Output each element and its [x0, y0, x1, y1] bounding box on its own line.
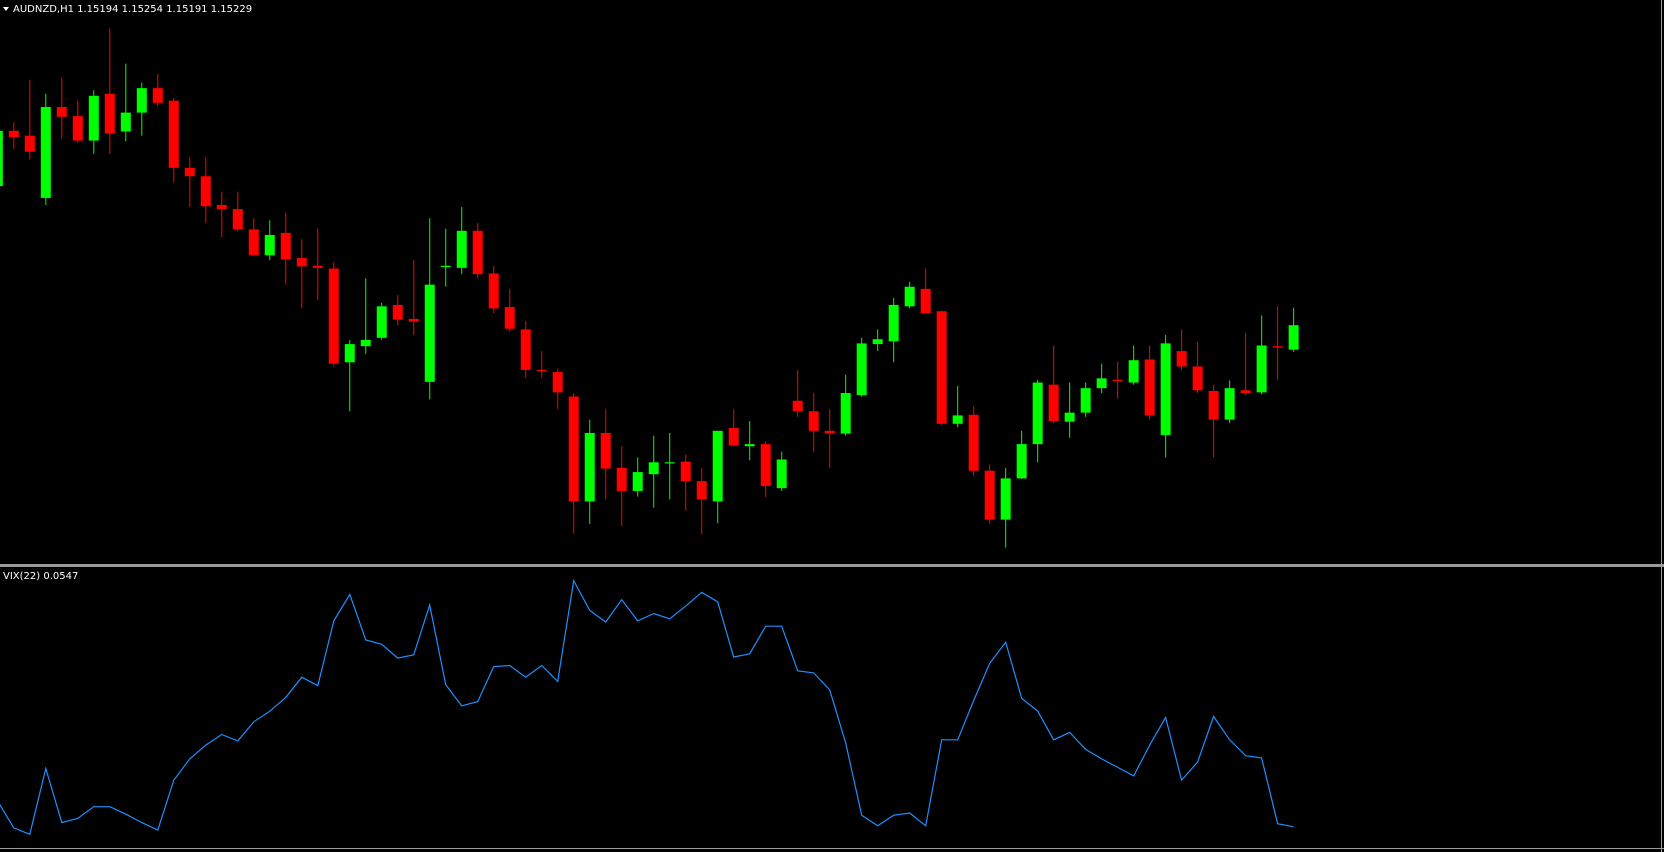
candle-body — [824, 430, 835, 434]
candle-body — [712, 430, 723, 502]
candle-body — [696, 481, 707, 500]
candle-body — [888, 304, 899, 342]
candle-body — [776, 459, 787, 489]
indicator-line — [0, 578, 1294, 836]
candle-body — [1208, 390, 1219, 420]
candle-body — [536, 369, 547, 372]
candle-body — [168, 100, 179, 168]
price-header: AUDNZD,H1 1.15194 1.15254 1.15191 1.1522… — [13, 4, 252, 15]
candle-body — [24, 135, 35, 152]
candle-body — [856, 343, 867, 396]
indicator-header: VIX(22) 0.0547 — [3, 571, 78, 582]
candle-body — [1080, 388, 1091, 413]
candle-body — [952, 415, 963, 424]
candle-body — [1000, 478, 1011, 520]
candle-body — [1112, 379, 1123, 381]
candle-body — [568, 396, 579, 502]
candle-body — [1256, 345, 1267, 393]
candle-body — [488, 273, 499, 309]
marks — [0, 28, 1299, 836]
candle-body — [504, 307, 515, 329]
candle-body — [8, 130, 19, 138]
candle-body — [1272, 346, 1283, 348]
candle-body — [984, 470, 995, 520]
candle-body — [280, 232, 291, 260]
symbol-menu-arrow[interactable] — [3, 7, 9, 11]
candle-body — [408, 318, 419, 322]
candle-body — [200, 176, 211, 207]
candle-body — [136, 88, 147, 113]
candle-body — [632, 472, 643, 491]
candle-body — [904, 286, 915, 307]
candle-body — [344, 344, 355, 363]
candle-body — [936, 311, 947, 424]
candle-body — [1240, 390, 1251, 394]
candle-body — [1288, 325, 1299, 350]
candle-body — [184, 167, 195, 177]
panel-separator — [0, 564, 1664, 567]
candle-body — [72, 116, 83, 141]
candle-body — [1224, 388, 1235, 420]
candle-body — [120, 112, 131, 132]
candle-body — [424, 284, 435, 382]
candle-body — [264, 234, 275, 256]
candle-body — [152, 88, 163, 103]
candle-body — [1096, 378, 1107, 389]
candle-body — [808, 411, 819, 431]
candle-body — [728, 428, 739, 446]
candle-body — [56, 107, 67, 117]
candle-body — [1128, 360, 1139, 383]
candle-body — [968, 414, 979, 471]
candle-body — [328, 268, 339, 364]
candle-body — [760, 444, 771, 487]
candle-body — [680, 461, 691, 482]
candle-body — [296, 258, 307, 267]
candle-body — [248, 229, 259, 256]
candle-body — [744, 444, 755, 447]
candle-body — [392, 304, 403, 320]
candle-body — [584, 432, 595, 502]
candle-body — [552, 372, 563, 393]
candle-body — [440, 265, 451, 267]
candle-body — [648, 462, 659, 475]
candle-body — [1064, 412, 1075, 422]
candle-body — [88, 95, 99, 141]
candle-body — [1176, 351, 1187, 367]
candle-body — [216, 204, 227, 210]
candle-body — [1192, 366, 1203, 391]
candle-body — [792, 400, 803, 412]
candle-body — [1144, 359, 1155, 416]
candle-body — [920, 288, 931, 314]
candle-body — [360, 339, 371, 347]
candle-body — [456, 230, 467, 268]
candle-body — [104, 93, 115, 134]
candle-body — [1032, 382, 1043, 445]
candle-body — [840, 393, 851, 434]
candle-body — [1048, 384, 1059, 422]
candle-body — [40, 107, 51, 198]
candle-body — [1160, 343, 1171, 436]
candle-body — [472, 230, 483, 275]
candle-body — [872, 339, 883, 345]
candle-body — [312, 265, 323, 268]
candle-body — [616, 467, 627, 491]
candle-body — [0, 130, 3, 187]
candle-body — [376, 306, 387, 338]
candle-body — [664, 462, 675, 464]
candle-body — [1016, 444, 1027, 479]
candle-body — [232, 209, 243, 230]
candle-body — [600, 432, 611, 469]
candle-body — [520, 329, 531, 370]
